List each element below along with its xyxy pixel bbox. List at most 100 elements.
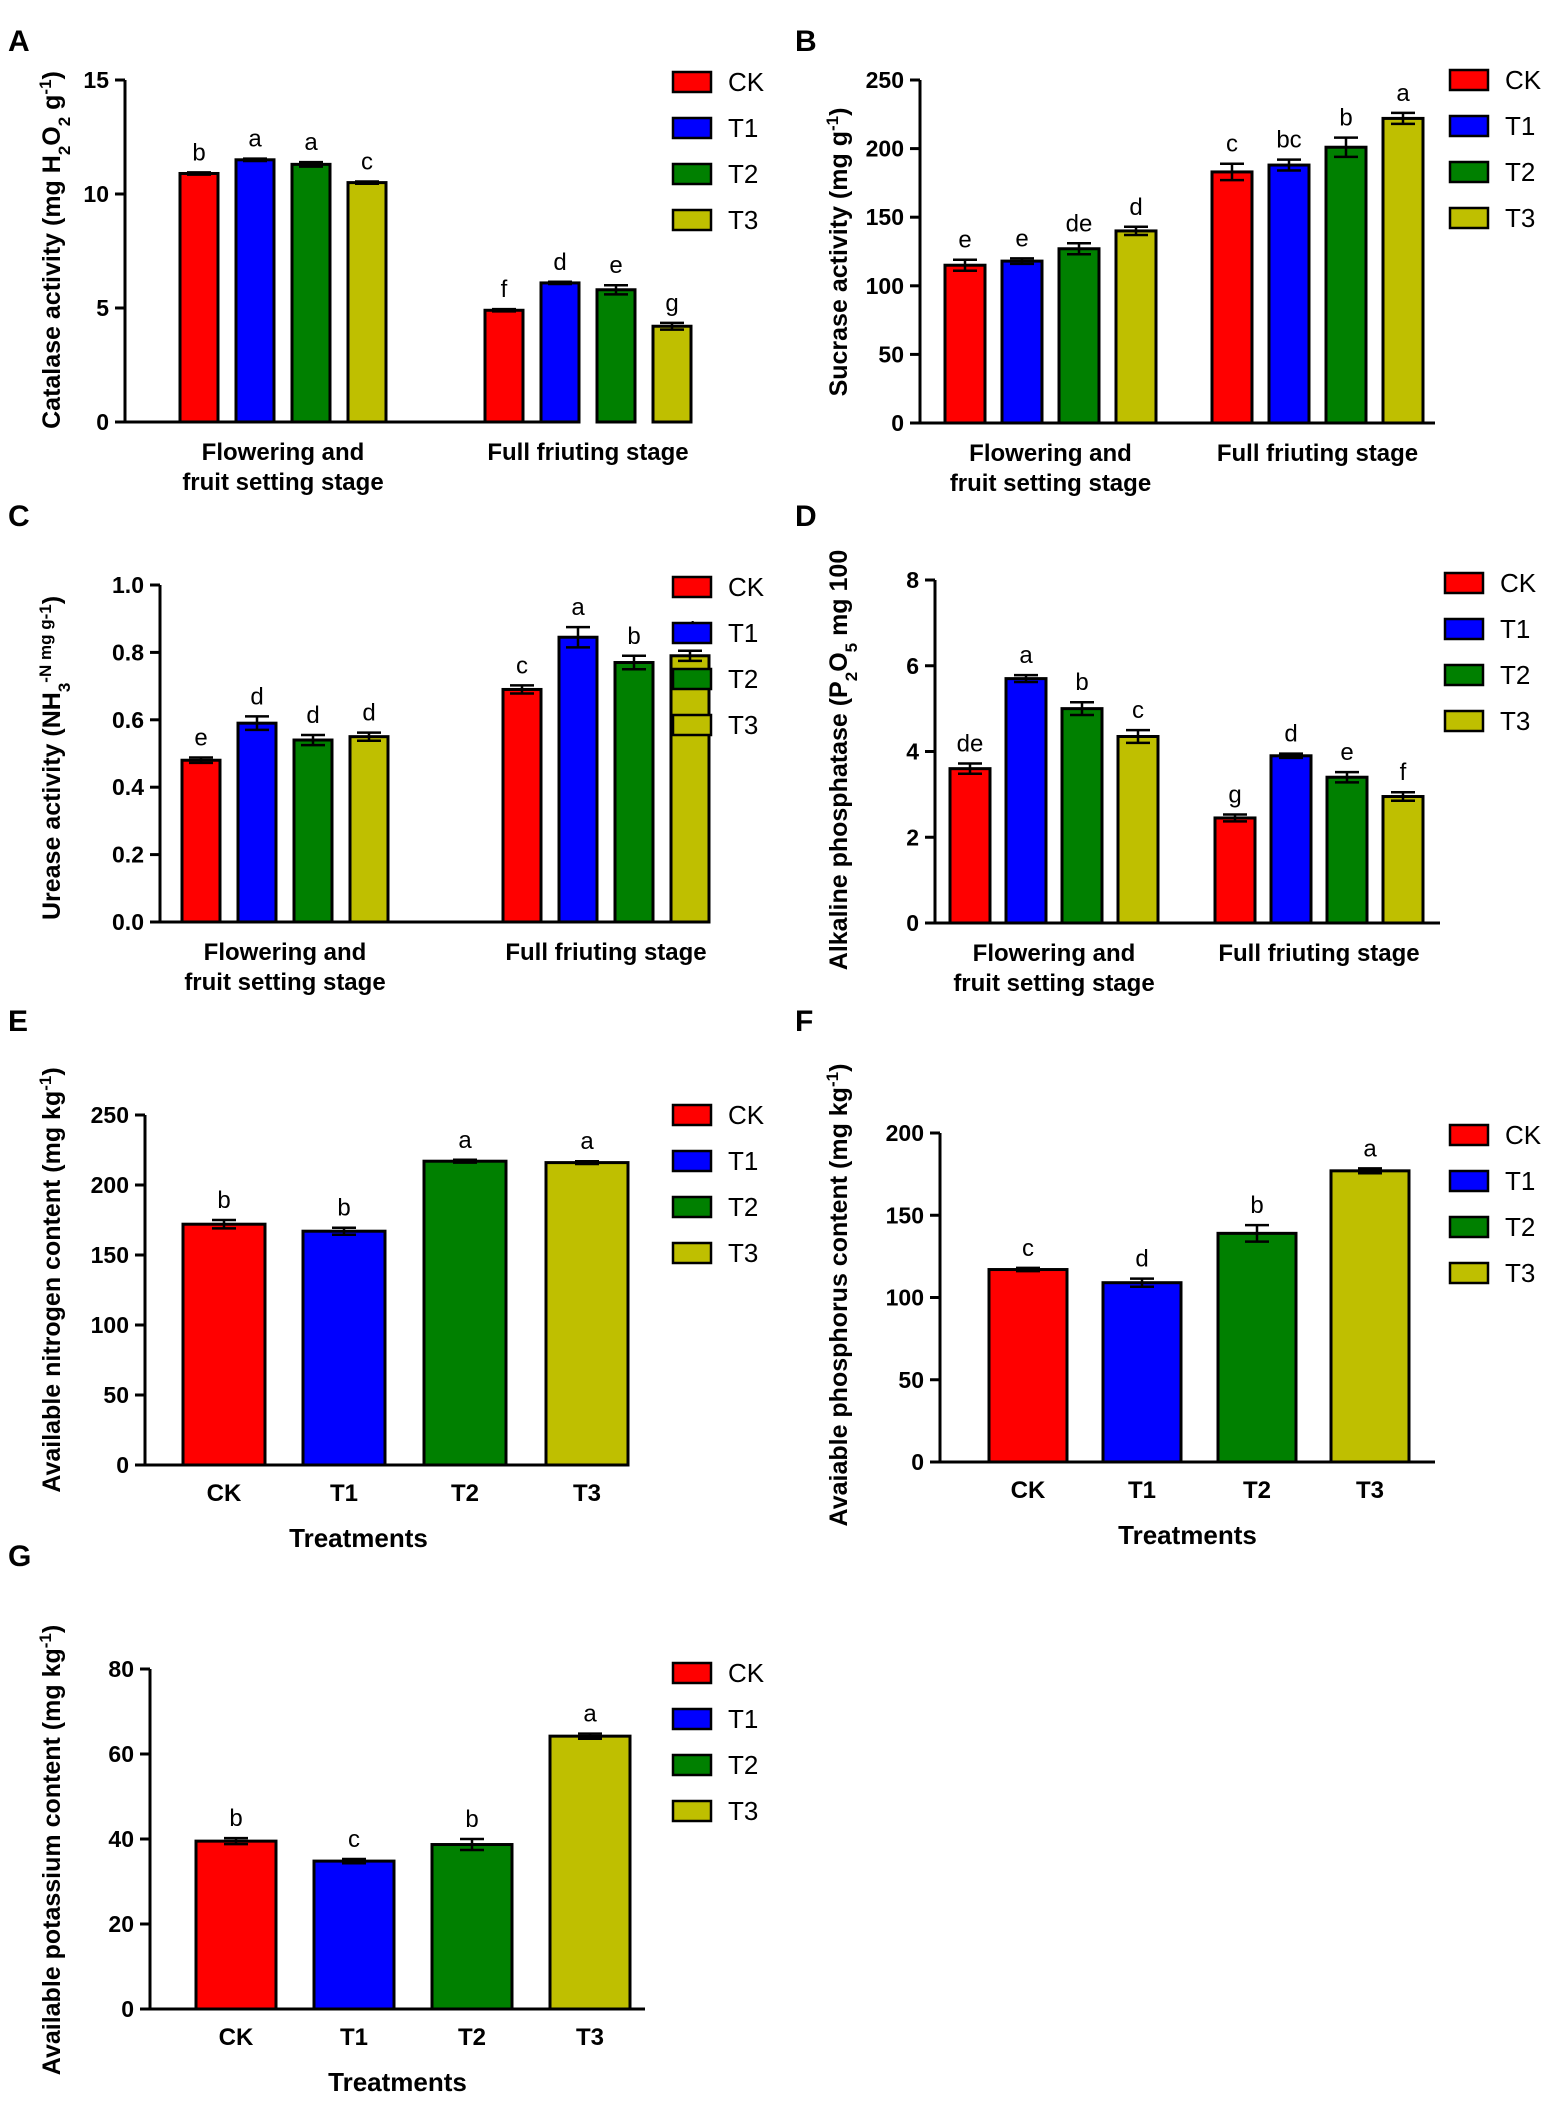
x-group-label: Flowering and xyxy=(204,939,367,966)
legend-swatch-ck xyxy=(671,70,713,94)
y-axis-label-part: ) xyxy=(38,1625,66,1633)
legend-label: T2 xyxy=(1500,660,1530,690)
significance-letter: c xyxy=(361,148,373,175)
legend-swatch-t2 xyxy=(671,1753,713,1777)
y-tick-label: 10 xyxy=(83,181,109,207)
legend-swatch-t1 xyxy=(671,621,713,645)
y-axis-label-part: Sucrase activity (mg g xyxy=(825,131,853,396)
x-group-label: Full friuting stage xyxy=(1218,940,1419,967)
y-tick-label: 150 xyxy=(91,1242,129,1268)
significance-letter: bc xyxy=(1276,127,1301,154)
panel-letter: E xyxy=(8,1005,28,1038)
y-tick-label: 6 xyxy=(906,653,919,679)
y-tick-label: 50 xyxy=(898,1367,924,1393)
legend-label: T1 xyxy=(728,618,758,648)
legend-label: T3 xyxy=(1505,203,1535,233)
y-axis-label: Avaiable phosphorus content (mg kg-1) xyxy=(823,1064,854,1527)
y-axis-label-part: ) xyxy=(38,596,66,604)
significance-letter: b xyxy=(1075,669,1088,696)
x-group-label: Full friuting stage xyxy=(487,439,688,466)
x-group-label: fruit setting stage xyxy=(182,469,383,496)
y-axis-label-part: Alkaline phosphatase (P xyxy=(825,681,853,970)
bar-t3-group2 xyxy=(1381,116,1425,425)
significance-letter: c xyxy=(348,1826,360,1853)
significance-letter: d xyxy=(1284,721,1297,748)
y-axis-label-part: Available nitrogen content (mg kg xyxy=(38,1091,66,1493)
legend-label: CK xyxy=(728,572,765,602)
panel-letter: F xyxy=(795,1005,813,1038)
legend-swatch-t2 xyxy=(671,667,713,691)
x-tick-label: CK xyxy=(1011,1477,1046,1504)
bar-t3-group1 xyxy=(1114,229,1158,425)
legend-label: T1 xyxy=(728,1704,758,1734)
y-tick-label: 0 xyxy=(906,910,919,936)
y-axis-label: Alkaline phosphatase (P2O5 mg 100 xyxy=(825,550,861,970)
y-axis-label-part: -1 xyxy=(36,604,55,619)
legend-swatch-ck xyxy=(1443,571,1485,595)
legend-swatch-ck xyxy=(1448,1123,1490,1147)
bar-ck xyxy=(194,1839,278,2011)
y-axis-label-part: 5 xyxy=(842,643,861,652)
bar-t2-group2 xyxy=(1324,145,1368,425)
bar-t1 xyxy=(1101,1281,1183,1464)
bar-t1-group1 xyxy=(236,721,278,924)
panel-letter: C xyxy=(8,500,30,533)
panel-f: F 0 50 100 150 200 Avaiable phosphorus content… xyxy=(795,1005,1542,1550)
significance-letter: e xyxy=(609,252,622,279)
significance-letter: c xyxy=(1226,131,1238,158)
x-tick-label: T2 xyxy=(451,1480,479,1507)
y-axis-label-part: Urease activity (NH xyxy=(38,692,66,920)
y-axis-label-part: O xyxy=(38,126,66,145)
y-tick-label: 100 xyxy=(866,273,904,299)
bar-t2-group1 xyxy=(290,162,332,424)
legend-label: T3 xyxy=(728,710,758,740)
y-tick-label: 0 xyxy=(96,409,109,435)
significance-letter: f xyxy=(1400,759,1407,786)
legend-label: T1 xyxy=(1505,111,1535,141)
y-axis-label-part: Available potassium content (mg kg xyxy=(38,1648,66,2075)
legend-label: T2 xyxy=(728,159,758,189)
bar-t3-group1 xyxy=(1116,734,1160,925)
legend-swatch-t1 xyxy=(671,1707,713,1731)
y-axis-label-part: ) xyxy=(825,108,853,116)
legend-label: CK xyxy=(1505,65,1542,95)
y-tick-label: 50 xyxy=(878,341,904,367)
bar-t2-group1 xyxy=(292,738,334,924)
y-tick-label: 8 xyxy=(906,567,919,593)
legend-label: CK xyxy=(728,67,765,97)
significance-letter: d xyxy=(553,249,566,276)
bar-ck-group1 xyxy=(943,263,987,425)
legend-swatch-t2 xyxy=(1448,1215,1490,1239)
x-tick-label: T1 xyxy=(1128,1477,1156,1504)
y-tick-label: 0 xyxy=(891,410,904,436)
y-tick-label: 0 xyxy=(911,1449,924,1475)
panel-letter: B xyxy=(795,25,817,58)
legend-swatch-t3 xyxy=(1448,1261,1490,1285)
x-axis-title: Treatments xyxy=(328,2067,467,2097)
legend-swatch-t3 xyxy=(671,1799,713,1823)
legend-swatch-t2 xyxy=(1448,160,1490,184)
y-axis-label: Available potassium content (mg kg-1) xyxy=(36,1625,67,2075)
significance-letter: a xyxy=(571,594,585,621)
significance-letter: b xyxy=(1339,105,1352,132)
y-axis-label-part: 2 xyxy=(55,146,74,155)
significance-letter: g xyxy=(665,290,678,317)
legend-label: T3 xyxy=(728,1796,758,1826)
legend-label: CK xyxy=(728,1658,765,1688)
y-tick-label: 2 xyxy=(906,824,919,850)
legend-label: T3 xyxy=(728,205,758,235)
y-axis-label-part: mg 100 xyxy=(825,550,853,643)
y-tick-label: 150 xyxy=(866,204,904,230)
y-axis-label-part: -1 xyxy=(36,1633,55,1648)
legend-swatch-t1 xyxy=(1443,617,1485,641)
legend-swatch-t1 xyxy=(671,1149,713,1173)
bar-t1-group1 xyxy=(234,158,276,424)
significance-letter: d xyxy=(250,683,263,710)
significance-letter: b xyxy=(217,1187,230,1214)
legend-label: CK xyxy=(728,1100,765,1130)
bar-t2-group2 xyxy=(613,661,655,924)
y-axis-label-part: 2 xyxy=(842,672,861,681)
y-tick-label: 4 xyxy=(906,739,919,765)
